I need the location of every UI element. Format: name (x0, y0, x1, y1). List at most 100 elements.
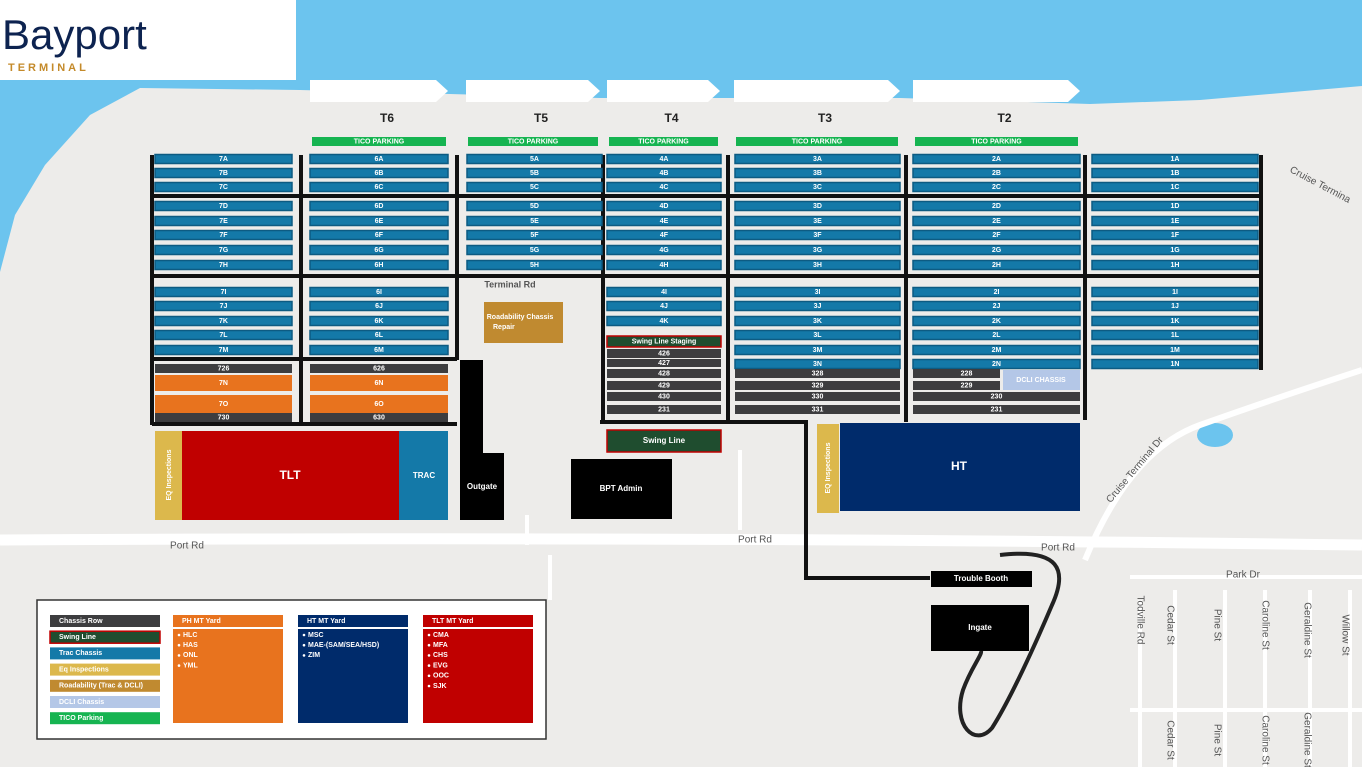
yard-row-label: 6G (374, 247, 384, 254)
yard-row-label: 3D (813, 203, 822, 210)
yard-row-label: 3G (813, 247, 823, 254)
yard-row (912, 329, 1081, 341)
yard-row (606, 181, 722, 193)
tico-parking (468, 137, 598, 146)
yard-row (309, 259, 449, 271)
yard-row (1091, 259, 1259, 271)
yard-row-label: 626 (373, 365, 385, 372)
eq-label: EQ Inspections (825, 442, 832, 493)
yard-row (734, 286, 901, 298)
yard-row-label: 1M (1170, 347, 1180, 354)
logo-sub: TERMINAL (8, 62, 89, 74)
trouble-booth-label: Trouble Booth (954, 574, 1008, 583)
yard-row (309, 229, 449, 241)
yard-row (735, 405, 900, 414)
yard-row-label: 1I (1172, 289, 1178, 296)
yard-row-label: 7B (219, 170, 228, 177)
yard-row-label: 228 (961, 370, 973, 377)
bullet (427, 674, 431, 678)
yard-line: HLC (183, 632, 197, 639)
yard-row-label: 6A (375, 156, 384, 163)
yard-row (1091, 286, 1259, 298)
yard-line: MFA (433, 642, 448, 649)
legend-swatch (50, 696, 160, 708)
yard-row (154, 315, 293, 327)
yard-row-label: 4C (660, 184, 669, 191)
yard-row (466, 153, 603, 165)
legend-label: Chassis Row (59, 618, 103, 625)
yard-row-label: 3B (813, 170, 822, 177)
yard-row-label: 2I (994, 289, 1000, 296)
bullet (177, 643, 181, 647)
yard-row-label: 6N (375, 380, 384, 387)
bullet (177, 633, 181, 637)
yard-row (912, 229, 1081, 241)
dcli-chassis (1003, 370, 1080, 390)
dynamic-layer: T6 TICO PARKING T5 TICO PARKING T4 TICO PARKI… (36, 80, 1353, 768)
yard-row-label: 1G (1170, 247, 1180, 254)
yard-row (734, 181, 901, 193)
legend-label: Eq Inspections (59, 666, 109, 673)
yard-row-label: 328 (812, 370, 824, 377)
yard-row-label: 630 (373, 414, 385, 421)
yard-row (1091, 300, 1259, 312)
yard-row-label: 3I (815, 289, 821, 296)
tico-parking (312, 137, 446, 146)
terminal-name: T6 (380, 111, 394, 125)
yard-row (1091, 329, 1259, 341)
trac-label: TRAC (413, 471, 435, 480)
terminal-name: T5 (534, 111, 548, 125)
yard-row (912, 215, 1081, 227)
yard-row (734, 215, 901, 227)
trac (399, 431, 448, 520)
legend-label: Trac Chassis (59, 650, 102, 657)
yard-row-label: 6B (375, 170, 384, 177)
ht-label: HT (951, 459, 968, 473)
yard-row-label: 329 (812, 382, 824, 389)
yard-row (1091, 229, 1259, 241)
bullet (427, 654, 431, 657)
bullet (427, 664, 431, 667)
yard-row (912, 181, 1081, 193)
yard-row (912, 286, 1081, 298)
yard-row-label: 430 (658, 393, 670, 400)
yard-row-label: 7A (219, 156, 228, 163)
yard-line: ZIM (308, 652, 320, 659)
legend-label: DCLI Chassis (59, 699, 104, 706)
yard-row-label: 6M (374, 347, 384, 354)
yard-row-label: 3F (813, 232, 822, 239)
ingate-loop (958, 551, 1062, 738)
yard-row (734, 200, 901, 212)
yard-row-label: 1B (1171, 170, 1180, 177)
street-label: Geraldine St (1301, 712, 1312, 767)
yard-row (155, 375, 292, 391)
yard-title: PH MT Yard (182, 618, 221, 625)
tico-parking (736, 137, 898, 146)
direction-arrow (734, 80, 900, 102)
tlt (182, 431, 399, 520)
yard-body (173, 629, 283, 723)
logo-box (0, 0, 296, 80)
yard-row-label: 1K (1171, 318, 1180, 325)
yard-row (735, 369, 900, 378)
yard-row-label: 7L (219, 332, 228, 339)
yard-row (1091, 181, 1259, 193)
yard-row-label: 2L (992, 332, 1001, 339)
yard-row (310, 375, 448, 391)
yard-row-label: 7F (219, 232, 228, 239)
street-label: Port Rd (1041, 543, 1075, 554)
yard-row (466, 167, 603, 179)
yard-row (606, 200, 722, 212)
yard-row-label: 429 (658, 382, 670, 389)
yard-row (607, 392, 721, 401)
yard-row (154, 300, 293, 312)
yard-row (309, 215, 449, 227)
yard-row (734, 344, 901, 356)
yard-row (734, 300, 901, 312)
yard-row (1091, 344, 1259, 356)
yard-row (606, 167, 722, 179)
yard-row-label: 7N (219, 380, 228, 387)
yard-row-label: 2H (992, 262, 1001, 269)
yard-row-label: 7G (219, 247, 229, 254)
yard-row (309, 286, 449, 298)
